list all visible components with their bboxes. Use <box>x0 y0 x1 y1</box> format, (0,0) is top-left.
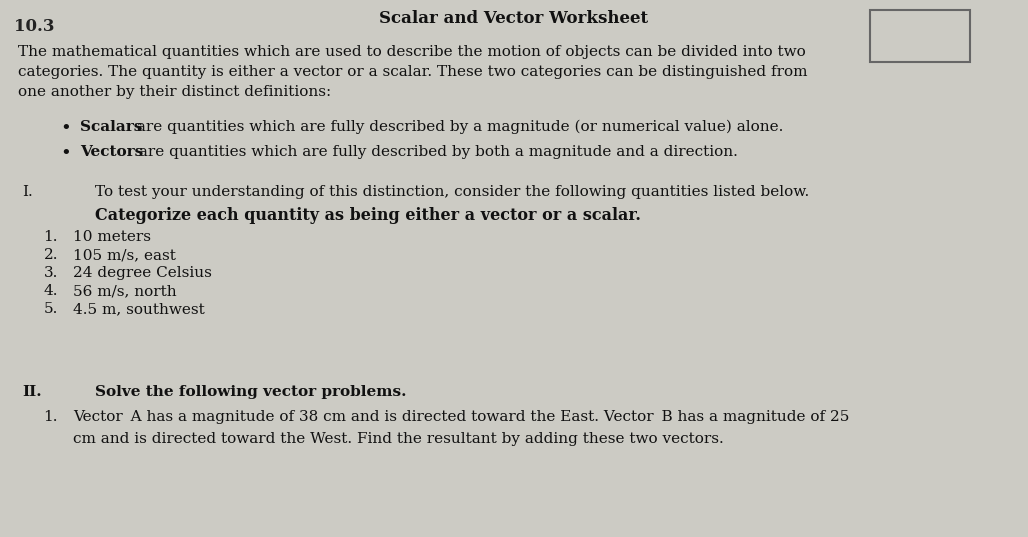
Text: Categorize each quantity as being either a vector or a scalar.: Categorize each quantity as being either… <box>95 207 640 224</box>
Text: 10 meters: 10 meters <box>73 230 151 244</box>
Text: cm and is directed toward the West. Find the resultant by adding these two vecto: cm and is directed toward the West. Find… <box>73 432 724 446</box>
Text: one another by their distinct definitions:: one another by their distinct definition… <box>19 85 331 99</box>
Text: II.: II. <box>22 385 41 399</box>
Text: I.: I. <box>22 185 33 199</box>
Text: 4.5 m, southwest: 4.5 m, southwest <box>73 302 205 316</box>
Text: are quantities which are fully described by both a magnitude and a direction.: are quantities which are fully described… <box>134 145 738 159</box>
Text: Scalars: Scalars <box>80 120 142 134</box>
Text: •: • <box>60 145 71 163</box>
Text: 5.: 5. <box>43 302 58 316</box>
Text: •: • <box>60 120 71 138</box>
Text: To test your understanding of this distinction, consider the following quantitie: To test your understanding of this disti… <box>95 185 809 199</box>
Text: Scalar and Vector Worksheet: Scalar and Vector Worksheet <box>379 10 649 27</box>
Text: 105 m/s, east: 105 m/s, east <box>73 248 176 262</box>
Text: 56 m/s, north: 56 m/s, north <box>73 284 177 298</box>
Text: 3.: 3. <box>43 266 58 280</box>
Text: 2.: 2. <box>43 248 58 262</box>
Text: 24 degree Celsius: 24 degree Celsius <box>73 266 212 280</box>
FancyBboxPatch shape <box>870 10 970 62</box>
Text: are quantities which are fully described by a magnitude (or numerical value) alo: are quantities which are fully described… <box>132 120 783 134</box>
Text: Vector  A has a magnitude of 38 cm and is directed toward the East. Vector  B ha: Vector A has a magnitude of 38 cm and is… <box>73 410 849 424</box>
Text: Vectors: Vectors <box>80 145 143 159</box>
Text: 1.: 1. <box>43 230 58 244</box>
Text: 4.: 4. <box>43 284 58 298</box>
Text: The mathematical quantities which are used to describe the motion of objects can: The mathematical quantities which are us… <box>19 45 806 59</box>
Text: Solve the following vector problems.: Solve the following vector problems. <box>95 385 406 399</box>
Text: 1.: 1. <box>43 410 58 424</box>
Text: categories. The quantity is either a vector or a scalar. These two categories ca: categories. The quantity is either a vec… <box>19 65 808 79</box>
Text: 10.3: 10.3 <box>14 18 54 35</box>
